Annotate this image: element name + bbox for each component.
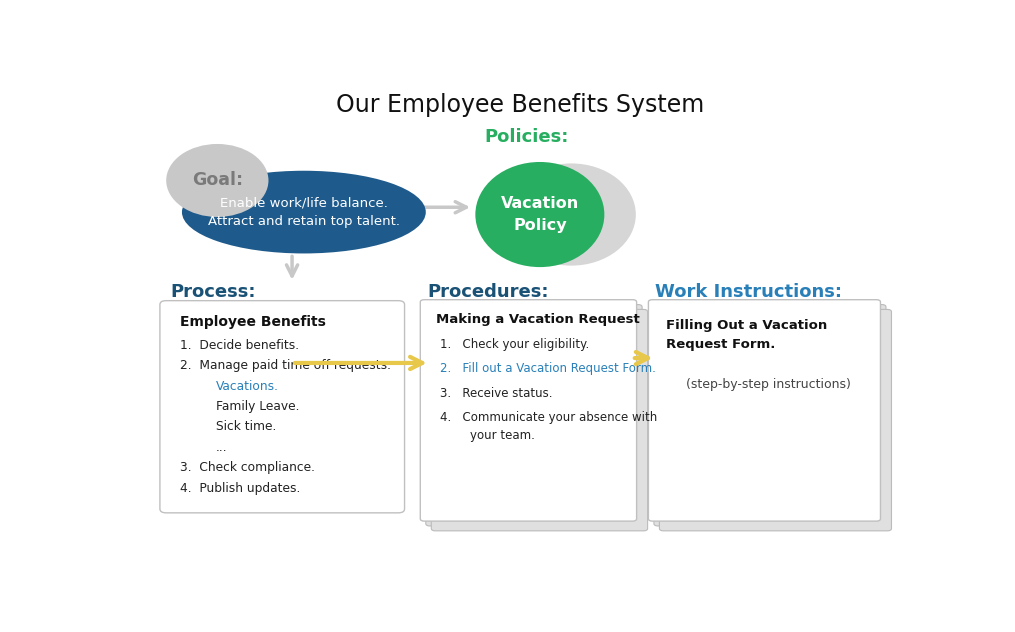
Text: ...: ... [216,441,227,454]
FancyBboxPatch shape [654,305,886,526]
Text: Family Leave.: Family Leave. [216,400,299,413]
FancyBboxPatch shape [660,310,891,531]
Text: Enable work/life balance.
Attract and retain top talent.: Enable work/life balance. Attract and re… [208,196,400,228]
Text: Sick time.: Sick time. [216,420,276,434]
Ellipse shape [182,171,426,253]
FancyBboxPatch shape [426,305,642,526]
Text: 1.   Check your eligibility.: 1. Check your eligibility. [439,338,589,351]
Text: 2.  Manage paid time off requests.: 2. Manage paid time off requests. [181,359,392,372]
Text: (step-by-step instructions): (step-by-step instructions) [686,377,851,391]
Text: 4.   Communicate your absence with
        your team.: 4. Communicate your absence with your te… [439,411,657,442]
Text: Work Instructions:: Work Instructions: [656,283,842,301]
Ellipse shape [506,164,635,265]
Text: Process:: Process: [171,283,256,301]
Text: Our Employee Benefits System: Our Employee Benefits System [336,93,704,117]
Text: Policies:: Policies: [485,128,569,145]
FancyBboxPatch shape [431,310,648,531]
Text: Vacations.: Vacations. [216,379,279,392]
Ellipse shape [166,144,268,217]
Text: Goal:: Goal: [192,171,243,190]
Ellipse shape [475,162,604,267]
Text: Procedures:: Procedures: [427,283,549,301]
Text: 3.   Receive status.: 3. Receive status. [439,387,552,400]
Text: Vacation
Policy: Vacation Policy [500,196,579,233]
FancyBboxPatch shape [420,300,636,521]
Text: 2.   Fill out a Vacation Request Form.: 2. Fill out a Vacation Request Form. [439,363,656,375]
FancyBboxPatch shape [649,300,880,521]
Text: Making a Vacation Request: Making a Vacation Request [436,313,639,326]
FancyBboxPatch shape [160,301,405,513]
Text: 4.  Publish updates.: 4. Publish updates. [181,482,300,495]
Text: 1.  Decide benefits.: 1. Decide benefits. [181,339,299,351]
Text: Employee Benefits: Employee Benefits [181,315,326,329]
Text: 3.  Check compliance.: 3. Check compliance. [181,461,316,474]
Text: Filling Out a Vacation
Request Form.: Filling Out a Vacation Request Form. [667,319,828,351]
